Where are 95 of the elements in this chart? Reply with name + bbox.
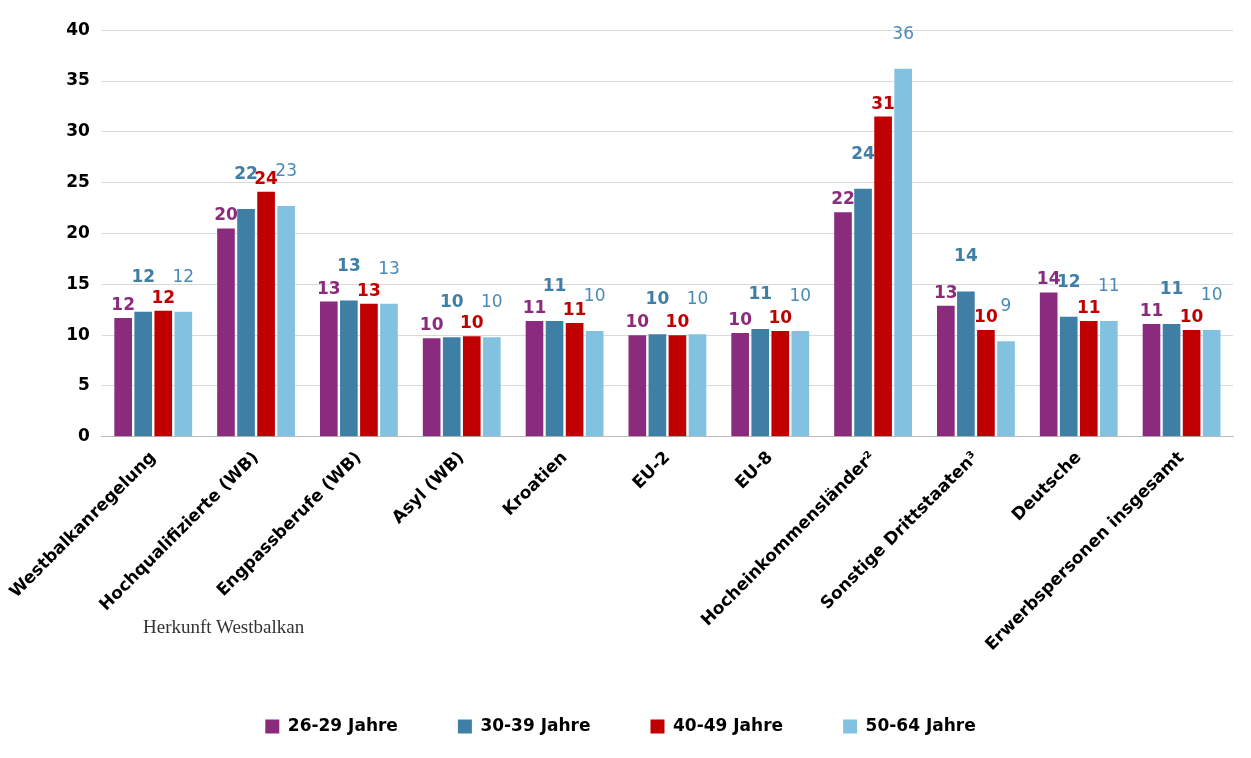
bar bbox=[628, 335, 647, 437]
y-tick-label: 40 bbox=[66, 18, 90, 39]
y-tick-label: 10 bbox=[66, 323, 90, 344]
bar bbox=[1079, 320, 1098, 437]
y-tick-label: 20 bbox=[66, 221, 90, 242]
bar bbox=[977, 330, 995, 437]
bar bbox=[874, 116, 892, 437]
bar bbox=[1162, 323, 1181, 437]
data-label: 24 bbox=[851, 142, 876, 163]
data-label: 13 bbox=[378, 257, 400, 278]
bar bbox=[482, 337, 501, 437]
data-label: 10 bbox=[625, 311, 650, 332]
bar bbox=[257, 191, 275, 437]
bar bbox=[668, 335, 687, 437]
bar bbox=[174, 311, 193, 437]
bar bbox=[957, 291, 975, 437]
bar bbox=[854, 188, 872, 437]
y-tick-label: 5 bbox=[77, 374, 90, 395]
bar bbox=[791, 331, 810, 437]
bar bbox=[894, 68, 912, 437]
bar bbox=[997, 341, 1015, 437]
bar bbox=[1039, 292, 1058, 437]
data-label: 12 bbox=[131, 265, 156, 286]
bar bbox=[1202, 330, 1221, 437]
bar bbox=[320, 301, 338, 437]
data-label: 11 bbox=[748, 282, 773, 303]
text: Herkunft Westbalkan bbox=[143, 616, 305, 638]
data-label: 31 bbox=[871, 92, 895, 113]
data-label: 10 bbox=[665, 311, 690, 332]
bar bbox=[771, 331, 790, 437]
bar bbox=[360, 303, 378, 437]
bar bbox=[217, 228, 235, 437]
data-label: 10 bbox=[686, 288, 709, 309]
data-label: 10 bbox=[481, 291, 503, 312]
data-label: 12 bbox=[151, 286, 176, 307]
bar bbox=[154, 310, 173, 437]
y-tick-label: 35 bbox=[66, 69, 90, 90]
bar bbox=[545, 320, 564, 437]
legend-label: 40-49 Jahre bbox=[673, 714, 784, 735]
y-tick-label: 15 bbox=[66, 272, 90, 293]
bar bbox=[1182, 330, 1201, 437]
data-label: 10 bbox=[645, 288, 670, 309]
data-label: 11 bbox=[1159, 277, 1184, 298]
data-label: 11 bbox=[522, 296, 547, 317]
legend-label: 30-39 Jahre bbox=[480, 714, 591, 735]
bar bbox=[731, 333, 749, 437]
bar bbox=[751, 329, 770, 437]
bar bbox=[380, 303, 398, 437]
bar bbox=[525, 320, 544, 437]
y-tick-label: 0 bbox=[77, 425, 90, 446]
data-label: 13 bbox=[337, 254, 361, 275]
bar bbox=[462, 336, 481, 437]
data-label: 14 bbox=[954, 245, 978, 266]
data-label: 12 bbox=[111, 293, 135, 314]
legend-label: 26-29 Jahre bbox=[287, 714, 398, 735]
bar bbox=[340, 300, 358, 437]
bar bbox=[237, 209, 255, 437]
data-label: 36 bbox=[892, 22, 914, 43]
data-label: 10 bbox=[1179, 305, 1204, 326]
data-label: 13 bbox=[357, 279, 381, 300]
data-label: 10 bbox=[439, 291, 464, 312]
data-label: 11 bbox=[1076, 296, 1101, 317]
y-tick-label: 25 bbox=[66, 171, 90, 192]
data-label: 10 bbox=[419, 314, 444, 335]
data-label: 13 bbox=[934, 281, 958, 302]
data-label: 10 bbox=[974, 305, 998, 326]
data-label: 13 bbox=[316, 277, 341, 298]
data-label: 10 bbox=[728, 309, 753, 330]
data-label: 11 bbox=[1098, 274, 1120, 295]
bar bbox=[277, 206, 295, 437]
bar bbox=[834, 212, 852, 437]
data-label: 12 bbox=[172, 265, 195, 286]
bar bbox=[1142, 323, 1161, 437]
data-label: 20 bbox=[214, 204, 238, 225]
bar bbox=[134, 311, 153, 437]
data-label: 22 bbox=[831, 188, 855, 209]
bar bbox=[565, 322, 584, 437]
bar bbox=[114, 317, 132, 437]
bar bbox=[937, 305, 955, 437]
bar bbox=[1100, 320, 1118, 437]
y-tick-label: 30 bbox=[66, 120, 90, 141]
data-label: 10 bbox=[768, 307, 793, 328]
data-label: 11 bbox=[1139, 299, 1164, 320]
bar bbox=[648, 334, 667, 437]
data-label: 10 bbox=[1200, 283, 1223, 304]
data-label: 11 bbox=[542, 274, 567, 295]
bar bbox=[585, 331, 604, 437]
legend-label: 50-64 Jahre bbox=[865, 714, 976, 735]
data-label: 9 bbox=[1000, 295, 1012, 316]
bar bbox=[1059, 316, 1078, 437]
bar bbox=[442, 337, 461, 437]
data-label: 10 bbox=[789, 285, 812, 306]
data-label: 10 bbox=[459, 312, 484, 333]
bar bbox=[688, 334, 707, 437]
bar bbox=[422, 338, 441, 437]
